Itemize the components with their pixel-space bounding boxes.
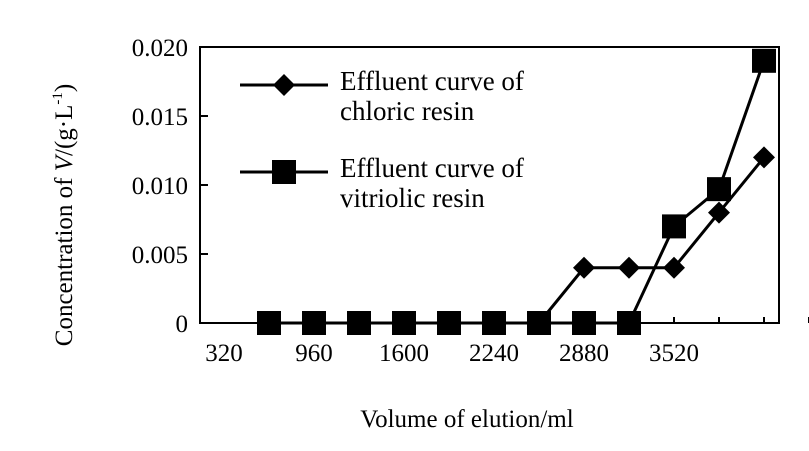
y-label-middle: /(g·L xyxy=(51,105,78,156)
x-tick-label: 3520 xyxy=(649,340,699,367)
data-point xyxy=(617,311,641,335)
data-point xyxy=(662,214,686,239)
y-tick-label: 0.005 xyxy=(132,242,188,269)
x-tick-label: 1600 xyxy=(379,340,429,367)
data-point xyxy=(573,256,595,279)
x-tick-label: 2240 xyxy=(469,340,519,367)
x-tick-label: 320 xyxy=(205,340,243,367)
y-label-prefix: Concentration of xyxy=(51,171,78,346)
data-point xyxy=(618,256,640,279)
legend-label: Effluent curve of xyxy=(340,66,524,96)
data-point xyxy=(753,146,775,169)
y-axis-ticks: 0 0.005 0.010 0.015 0.020 xyxy=(132,35,208,338)
data-point xyxy=(663,256,685,279)
y-tick-label: 0 xyxy=(176,311,189,338)
legend-label: vitriolic resin xyxy=(340,183,485,213)
data-point xyxy=(392,311,416,335)
y-tick-label: 0.010 xyxy=(132,173,188,200)
data-point xyxy=(482,311,506,335)
data-point xyxy=(257,311,281,335)
data-point xyxy=(708,201,730,224)
y-label-suffix: ) xyxy=(51,84,78,92)
series-layer xyxy=(257,48,776,335)
data-point xyxy=(752,48,776,73)
legend-label: Effluent curve of xyxy=(340,153,524,183)
x-tick-label: 960 xyxy=(295,340,333,367)
legend-square-marker xyxy=(272,160,296,184)
series-2 xyxy=(257,48,776,335)
y-tick-label: 0.015 xyxy=(132,104,188,131)
data-point xyxy=(347,311,371,335)
legend-label: chloric resin xyxy=(340,96,475,126)
y-label-symbol: V xyxy=(51,153,78,171)
data-point xyxy=(707,177,731,202)
y-label-superscript: -1 xyxy=(50,92,66,105)
x-axis-label: Volume of elution/ml xyxy=(360,406,573,433)
data-point xyxy=(302,311,326,335)
y-axis-label: Concentration of V/(g·L-1) xyxy=(50,84,78,346)
data-point xyxy=(572,311,596,335)
y-tick-label: 0.020 xyxy=(132,35,188,62)
x-tick-label: 2880 xyxy=(559,340,609,367)
data-point xyxy=(527,311,551,335)
data-point xyxy=(437,311,461,335)
legend-diamond-marker xyxy=(273,74,295,96)
